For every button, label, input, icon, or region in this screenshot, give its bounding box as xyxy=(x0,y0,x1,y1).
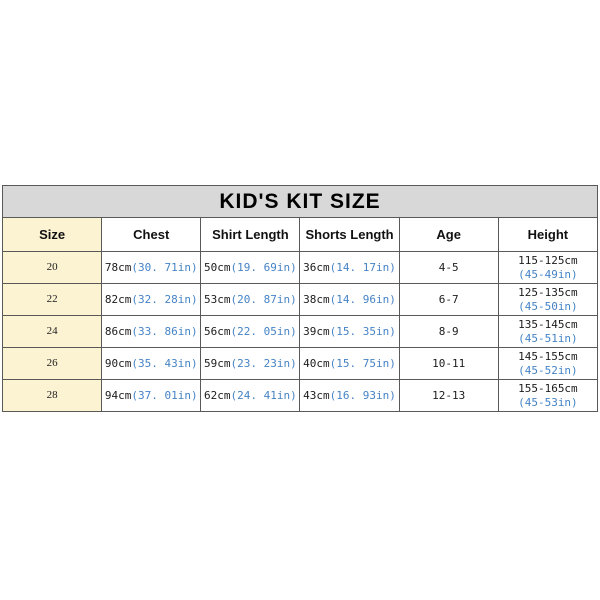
shirt-in-value: (23. 23in) xyxy=(230,356,297,370)
table-row-size-22: 22 82cm(32. 28in) 53cm(20. 87in) 38cm(14… xyxy=(1,283,599,316)
cell-age: 8-9 xyxy=(398,315,499,348)
shorts-in-value: (14. 96in) xyxy=(329,292,396,306)
chest-cm-value: 78cm xyxy=(104,260,132,274)
chest-cm-value: 86cm xyxy=(104,324,132,338)
shirt-in-value: (22. 05in) xyxy=(230,324,297,338)
cell-height: 145-155cm (45-52in) xyxy=(497,347,599,380)
height-in-value: (45-52in) xyxy=(518,363,578,377)
cell-size: 24 xyxy=(1,315,103,348)
height-in-value: (45-51in) xyxy=(518,331,578,345)
cell-chest: 78cm(30. 71in) xyxy=(101,251,202,284)
height-cm-value: 145-155cm xyxy=(518,350,578,364)
shorts-cm-value: 36cm xyxy=(303,260,330,274)
height-in-value: (45-49in) xyxy=(518,267,578,281)
cell-shorts-length: 43cm(16. 93in) xyxy=(299,379,400,412)
shorts-in-value: (16. 93in) xyxy=(329,388,396,402)
cell-size: 28 xyxy=(1,379,103,412)
chest-in-value: (33. 86in) xyxy=(131,324,198,338)
height-cm-value: 115-125cm xyxy=(518,254,578,268)
shorts-cm-value: 40cm xyxy=(303,356,330,370)
height-in-value: (45-53in) xyxy=(518,395,578,409)
cell-age: 10-11 xyxy=(398,347,499,380)
cell-shirt-length: 56cm(22. 05in) xyxy=(200,315,301,348)
cell-shirt-length: 50cm(19. 69in) xyxy=(200,251,301,284)
shirt-cm-value: 53cm xyxy=(204,292,231,306)
column-header-age: Age xyxy=(398,217,499,252)
chest-in-value: (32. 28in) xyxy=(131,292,198,306)
cell-shorts-length: 39cm(15. 35in) xyxy=(299,315,400,348)
shorts-cm-value: 39cm xyxy=(303,324,330,338)
cell-shorts-length: 36cm(14. 17in) xyxy=(299,251,400,284)
column-header-shirt-length: Shirt Length xyxy=(200,217,301,252)
kids-kit-size-table: KID'S KIT SIZE Size Chest Shirt Length S… xyxy=(1,185,599,412)
cell-chest: 94cm(37. 01in) xyxy=(101,379,202,412)
title-row: KID'S KIT SIZE xyxy=(2,185,598,218)
shorts-cm-value: 43cm xyxy=(303,388,330,402)
table-title: KID'S KIT SIZE xyxy=(2,185,598,218)
chest-cm-value: 90cm xyxy=(104,356,132,370)
chest-cm-value: 82cm xyxy=(104,292,132,306)
cell-chest: 82cm(32. 28in) xyxy=(101,283,202,316)
cell-shirt-length: 59cm(23. 23in) xyxy=(200,347,301,380)
column-header-chest: Chest xyxy=(101,217,202,252)
shirt-cm-value: 56cm xyxy=(204,324,231,338)
table-row-size-26: 26 90cm(35. 43in) 59cm(23. 23in) 40cm(15… xyxy=(1,347,599,380)
chest-in-value: (37. 01in) xyxy=(131,388,198,402)
cell-age: 6-7 xyxy=(398,283,499,316)
cell-size: 22 xyxy=(1,283,103,316)
header-row: Size Chest Shirt Length Shorts Length Ag… xyxy=(1,217,599,252)
shirt-in-value: (24. 41in) xyxy=(230,388,297,402)
shirt-cm-value: 50cm xyxy=(204,260,231,274)
table-row-size-20: 20 78cm(30. 71in) 50cm(19. 69in) 36cm(14… xyxy=(1,251,599,284)
column-header-shorts-length: Shorts Length xyxy=(299,217,400,252)
chest-in-value: (35. 43in) xyxy=(131,356,198,370)
cell-age: 4-5 xyxy=(398,251,499,284)
shirt-in-value: (20. 87in) xyxy=(230,292,297,306)
shorts-in-value: (15. 75in) xyxy=(329,356,396,370)
table-row-size-28: 28 94cm(37. 01in) 62cm(24. 41in) 43cm(16… xyxy=(1,379,599,412)
cell-shorts-length: 40cm(15. 75in) xyxy=(299,347,400,380)
cell-shirt-length: 53cm(20. 87in) xyxy=(200,283,301,316)
column-header-size: Size xyxy=(1,217,103,252)
cell-height: 155-165cm (45-53in) xyxy=(497,379,599,412)
cell-height: 125-135cm (45-50in) xyxy=(497,283,599,316)
shorts-in-value: (15. 35in) xyxy=(329,324,396,338)
chest-cm-value: 94cm xyxy=(104,388,132,402)
shorts-in-value: (14. 17in) xyxy=(329,260,396,274)
chest-in-value: (30. 71in) xyxy=(131,260,198,274)
table-row-size-24: 24 86cm(33. 86in) 56cm(22. 05in) 39cm(15… xyxy=(1,315,599,348)
shirt-cm-value: 59cm xyxy=(204,356,231,370)
height-cm-value: 135-145cm xyxy=(518,318,578,332)
cell-size: 26 xyxy=(1,347,103,380)
height-cm-value: 125-135cm xyxy=(518,286,578,300)
shorts-cm-value: 38cm xyxy=(303,292,330,306)
cell-size: 20 xyxy=(1,251,103,284)
height-cm-value: 155-165cm xyxy=(518,382,578,396)
cell-chest: 90cm(35. 43in) xyxy=(101,347,202,380)
column-header-height: Height xyxy=(497,217,599,252)
cell-height: 135-145cm (45-51in) xyxy=(497,315,599,348)
shirt-cm-value: 62cm xyxy=(204,388,231,402)
cell-shorts-length: 38cm(14. 96in) xyxy=(299,283,400,316)
shirt-in-value: (19. 69in) xyxy=(230,260,297,274)
cell-age: 12-13 xyxy=(398,379,499,412)
cell-chest: 86cm(33. 86in) xyxy=(101,315,202,348)
cell-shirt-length: 62cm(24. 41in) xyxy=(200,379,301,412)
height-in-value: (45-50in) xyxy=(518,299,578,313)
cell-height: 115-125cm (45-49in) xyxy=(497,251,599,284)
